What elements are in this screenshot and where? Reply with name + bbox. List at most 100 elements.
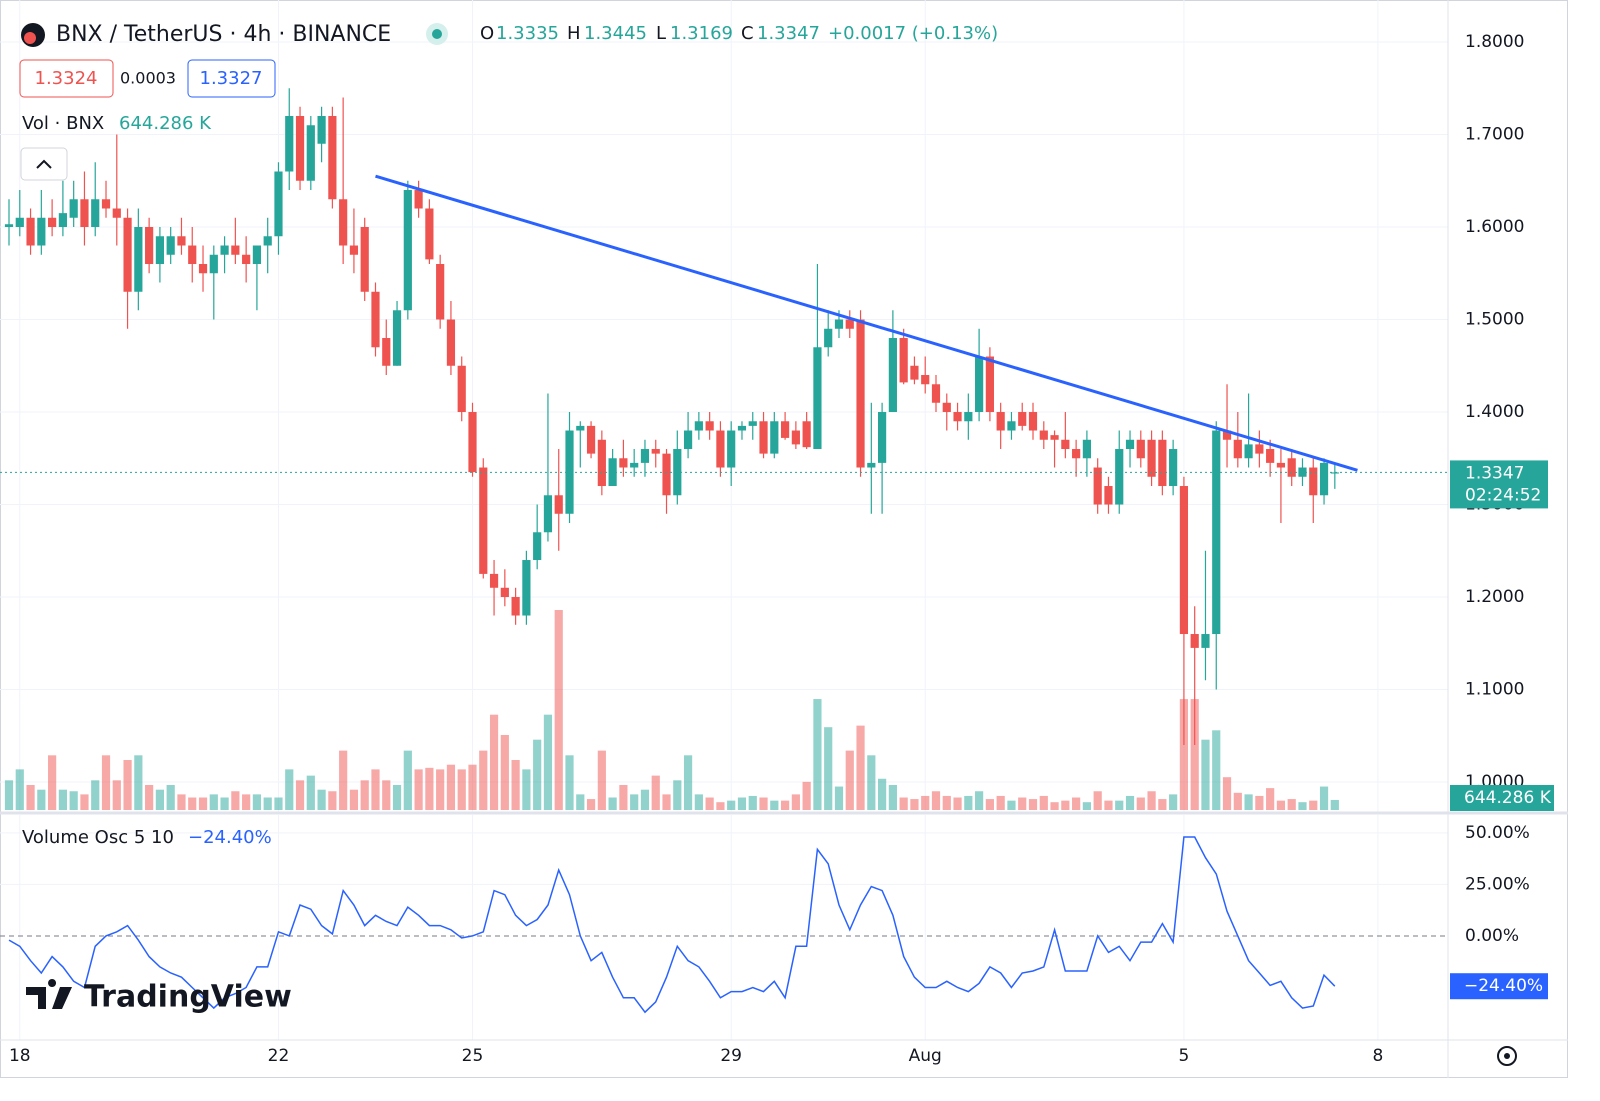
volume-bar: [349, 789, 359, 810]
volume-bar: [867, 755, 876, 810]
candle-body: [500, 587, 509, 598]
volume-bar: [759, 797, 768, 810]
candle-body: [964, 412, 973, 422]
ohlc-key: O: [480, 23, 494, 44]
volume-bar: [727, 800, 736, 810]
volume-bar: [339, 750, 348, 810]
volume-bar: [683, 755, 693, 810]
candle-body: [931, 384, 941, 403]
osc-value: −24.40%: [188, 827, 272, 848]
volume-bar: [878, 778, 887, 810]
candle-body: [565, 430, 574, 514]
candle-body: [1125, 439, 1135, 450]
candle-body: [1136, 439, 1145, 459]
candle-body: [1093, 467, 1102, 505]
volume-bar: [673, 780, 682, 810]
volume-bar: [1330, 799, 1339, 810]
candle-body: [1190, 634, 1199, 648]
candle-body: [1072, 449, 1081, 459]
volume-bar: [640, 789, 650, 810]
candle-body: [1244, 444, 1253, 459]
volume-bar: [834, 786, 844, 810]
volume-bar: [436, 769, 445, 810]
ohlc-key: C: [741, 23, 754, 44]
volume-bar: [1061, 800, 1070, 810]
volume-bar: [112, 780, 121, 810]
volume-bar: [1039, 795, 1048, 810]
y-tick-label: 1.8000: [1465, 32, 1524, 52]
watermark: TradingView: [84, 980, 292, 1015]
trend-line: [375, 174, 1358, 472]
volume-bar: [198, 797, 208, 810]
bid-box[interactable]: [19, 59, 114, 98]
volume-bar: [295, 780, 305, 810]
candle-body: [673, 449, 682, 496]
price-tag: [1450, 460, 1548, 509]
countdown: 02:24:52: [1465, 485, 1541, 505]
volume-bar: [15, 769, 24, 810]
volume-bar: [1147, 791, 1156, 810]
candle-body: [263, 236, 272, 246]
candle-body: [630, 462, 639, 468]
volume-bar: [468, 764, 477, 810]
candle-body: [479, 467, 488, 574]
volume-bar: [1319, 786, 1329, 810]
candle-body: [791, 430, 800, 445]
volume-bar: [921, 795, 930, 810]
volume-bar: [371, 769, 380, 810]
volume-bar: [705, 797, 714, 810]
candle-body: [597, 439, 606, 487]
candle-body: [899, 338, 908, 383]
settings-icon[interactable]: [1497, 1046, 1517, 1066]
y-tick-label: 25.00%: [1465, 874, 1530, 894]
volume-bar: [780, 800, 790, 810]
x-tick-label: 22: [268, 1046, 290, 1066]
candle-body: [1201, 634, 1210, 648]
candle-body: [1179, 486, 1189, 635]
volume-bar: [1212, 730, 1221, 810]
candle-body: [985, 356, 994, 413]
volume-bar: [457, 769, 466, 810]
candle-body: [727, 430, 736, 468]
volume-bar: [1125, 795, 1135, 810]
ohlc-value: 1.3335: [496, 23, 559, 44]
volume-bar: [166, 785, 175, 810]
ask-box[interactable]: [187, 59, 276, 98]
candle-body: [360, 227, 369, 292]
volume-tag: [1450, 785, 1554, 811]
candle-body: [586, 425, 596, 454]
volume-bar: [543, 714, 553, 810]
candle-body: [1039, 430, 1048, 440]
candle-body: [1007, 421, 1016, 431]
x-tick-label: 8: [1373, 1046, 1384, 1066]
volume-bar: [91, 780, 100, 810]
volume-bar: [716, 802, 725, 810]
volume-bar: [953, 797, 962, 810]
change: +0.0017 (+0.13%): [828, 23, 998, 44]
status-dot: [432, 29, 442, 39]
candle-body: [1104, 486, 1113, 505]
x-tick-label: 29: [720, 1046, 742, 1066]
candle-body: [101, 199, 111, 209]
candle-body: [123, 217, 132, 292]
candle-body: [242, 254, 251, 265]
volume-bar: [382, 780, 391, 810]
volume-bar: [425, 767, 434, 810]
candle-body: [220, 245, 229, 255]
volume-bar: [69, 791, 78, 810]
volume-bar: [134, 755, 143, 810]
candle-body: [1330, 472, 1339, 474]
volume-value: 644.286 K: [119, 113, 212, 134]
candle-body: [457, 365, 466, 413]
y-tick-label: 1.5000: [1465, 310, 1524, 330]
volume-bar: [414, 769, 423, 810]
volume-bar: [1072, 797, 1081, 810]
candle-body: [813, 347, 822, 450]
volume-bar: [1222, 777, 1232, 810]
volume-bar: [403, 750, 412, 810]
volume-bar: [26, 785, 35, 810]
candle-body: [975, 356, 984, 413]
volume-bar: [1309, 800, 1318, 810]
volume-bar: [48, 755, 57, 810]
collapse-button[interactable]: [20, 147, 68, 181]
